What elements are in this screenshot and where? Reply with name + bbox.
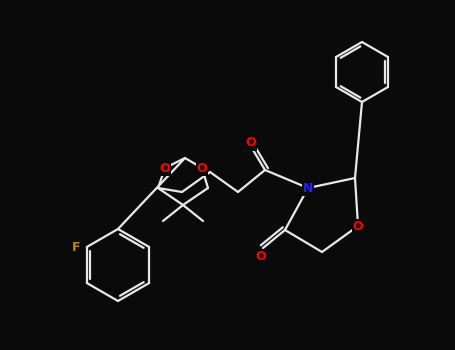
Text: F: F: [72, 240, 81, 253]
Text: O: O: [160, 161, 170, 175]
Text: O: O: [246, 136, 256, 149]
Text: O: O: [197, 161, 207, 175]
Text: O: O: [353, 219, 363, 232]
Text: O: O: [256, 250, 266, 262]
Text: N: N: [303, 182, 313, 195]
